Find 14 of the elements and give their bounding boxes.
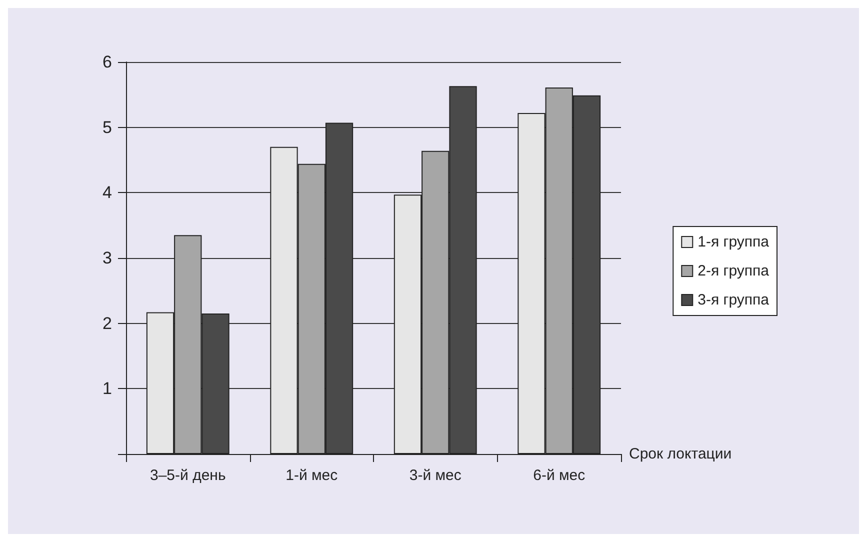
- y-tick-label: 2: [102, 314, 112, 333]
- legend-label: 1-я группа: [698, 234, 770, 250]
- y-tick-label: 5: [102, 118, 112, 137]
- legend-label: 3-я группа: [698, 292, 770, 308]
- y-tick-label: 4: [102, 183, 112, 202]
- x-tick-label: 6-й мес: [533, 467, 586, 484]
- x-tick-label: 3–5-й день: [150, 467, 226, 484]
- y-tick-label: 1: [102, 379, 112, 398]
- x-tick-label: 1-й мес: [286, 467, 338, 484]
- x-tick-label: 3-й мес: [409, 467, 462, 484]
- y-tick-label: 3: [102, 248, 112, 268]
- legend-label: 2-я группа: [698, 262, 770, 280]
- x-axis-title: Срок локтации: [629, 446, 732, 462]
- y-tick-label: 6: [102, 52, 112, 72]
